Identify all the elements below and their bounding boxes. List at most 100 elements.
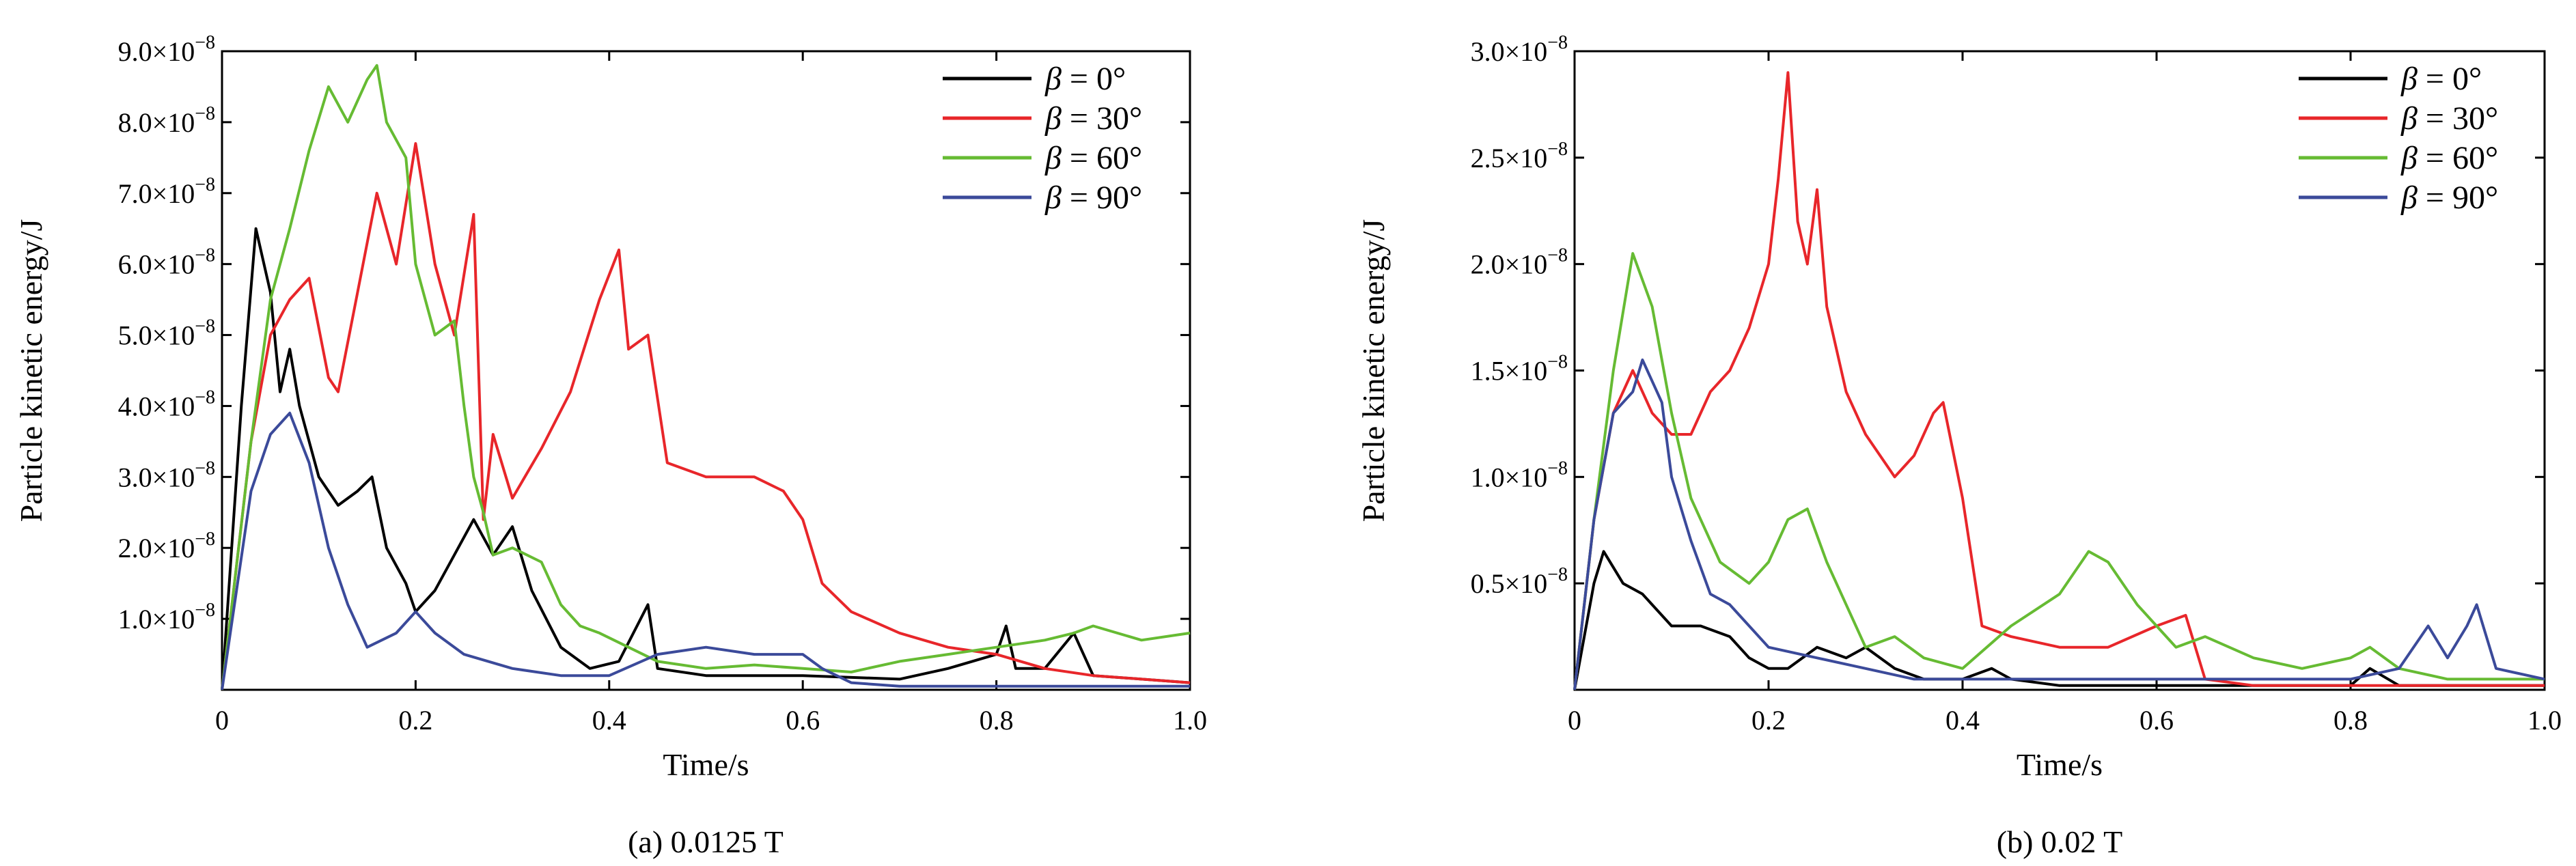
plot-frame <box>221 50 1191 691</box>
y-tick-exponent: −8 <box>195 458 215 479</box>
y-tick-mantissa: 4.0 <box>118 391 152 421</box>
legend-symbol: β <box>1044 140 1062 176</box>
legend-value: = 30° <box>1062 100 1142 137</box>
legend-label: β = 90° <box>1044 180 1142 216</box>
x-tick-label: 0.4 <box>1945 705 1980 736</box>
legend-label: β = 30° <box>1044 100 1142 137</box>
y-tick-exponent: −8 <box>195 103 215 124</box>
y-tick-times-ten: ×10 <box>1505 462 1548 492</box>
y-tick-times-ten: ×10 <box>152 178 195 209</box>
series-line-3 <box>1573 358 2545 690</box>
legend-symbol: β <box>1044 61 1062 97</box>
legend-value: = 90° <box>1062 180 1142 216</box>
x-axis-label: Time/s <box>2017 747 2103 782</box>
legend-label: β = 90° <box>2400 180 2498 216</box>
x-tick-label: 1.0 <box>2527 705 2562 736</box>
chart-a: 0 0.2 0.4 0.6 0.8 1.01.0×10−82.0×10−83.0×10−8… <box>14 32 1207 859</box>
x-tick-label: 0.8 <box>980 705 1014 736</box>
y-axis-label: Particle kinetic energy/J <box>14 219 49 522</box>
x-tick-label: 1.0 <box>1173 705 1207 736</box>
y-tick-label: 4.0×10−8 <box>118 387 215 421</box>
x-tick-label: 0 <box>215 705 229 736</box>
y-tick-label: 6.0×10−8 <box>118 245 215 280</box>
y-tick-times-ten: ×10 <box>1505 143 1548 173</box>
legend: β = 0°β = 30°β = 60°β = 90° <box>2299 61 2498 216</box>
y-tick-label: 3.0×10−8 <box>118 458 215 492</box>
y-tick-mantissa: 2.5 <box>1471 143 1505 173</box>
legend-symbol: β <box>1044 100 1062 137</box>
y-tick-times-ten: ×10 <box>1505 356 1548 387</box>
y-tick-times-ten: ×10 <box>1505 36 1548 67</box>
legend-label: β = 0° <box>2400 61 2482 97</box>
y-tick-label: 3.0×10−8 <box>1471 32 1568 67</box>
y-tick-exponent: −8 <box>1547 458 1568 479</box>
y-tick-exponent: −8 <box>195 316 215 337</box>
y-tick-mantissa: 0.5 <box>1471 568 1505 599</box>
x-tick-label: 0.6 <box>2139 705 2174 736</box>
legend-value: = 60° <box>1062 140 1142 176</box>
y-tick-label: 9.0×10−8 <box>118 32 215 67</box>
chart-caption: (b) 0.02 T <box>1997 824 2122 859</box>
y-tick-exponent: −8 <box>195 245 215 266</box>
y-tick-exponent: −8 <box>1547 564 1568 585</box>
y-tick-exponent: −8 <box>1547 32 1568 53</box>
y-tick-mantissa: 1.5 <box>1471 356 1505 387</box>
y-tick-mantissa: 2.0 <box>118 533 152 563</box>
y-tick-times-ten: ×10 <box>152 249 195 280</box>
y-tick-mantissa: 5.0 <box>118 320 152 351</box>
x-tick-label: 0.8 <box>2333 705 2368 736</box>
x-tick-label: 0.6 <box>786 705 820 736</box>
y-tick-label: 1.0×10−8 <box>118 600 215 634</box>
y-tick-times-ten: ×10 <box>152 36 195 67</box>
legend: β = 0°β = 30°β = 60°β = 90° <box>943 61 1142 216</box>
legend-value: = 90° <box>2418 180 2498 216</box>
legend-label: β = 60° <box>2400 140 2498 176</box>
y-tick-label: 7.0×10−8 <box>118 174 215 209</box>
y-tick-mantissa: 7.0 <box>118 178 152 209</box>
y-tick-label: 2.0×10−8 <box>118 529 215 563</box>
legend-symbol: β <box>2400 180 2418 216</box>
y-tick-exponent: −8 <box>1547 245 1568 266</box>
y-tick-mantissa: 2.0 <box>1471 249 1505 280</box>
series-line-3 <box>221 411 1190 690</box>
y-tick-mantissa: 6.0 <box>118 249 152 280</box>
legend-symbol: β <box>2400 100 2418 137</box>
y-tick-times-ten: ×10 <box>152 462 195 492</box>
y-tick-exponent: −8 <box>195 32 215 53</box>
y-tick-label: 2.5×10−8 <box>1471 139 1568 173</box>
y-tick-exponent: −8 <box>195 529 215 550</box>
series-line-0 <box>221 227 1191 690</box>
x-tick-label: 0 <box>1568 705 1581 736</box>
y-tick-label: 2.0×10−8 <box>1471 245 1568 280</box>
series-line-2 <box>221 64 1191 690</box>
y-tick-label: 5.0×10−8 <box>118 316 215 351</box>
chart-b: 0 0.2 0.4 0.6 0.8 1.00.5×10−81.0×10−81.5×10−8… <box>1356 32 2562 859</box>
y-tick-label: 1.5×10−8 <box>1471 352 1568 387</box>
y-tick-times-ten: ×10 <box>152 391 195 421</box>
legend-value: = 60° <box>2418 140 2498 176</box>
y-tick-times-ten: ×10 <box>152 533 195 563</box>
y-tick-mantissa: 3.0 <box>118 462 152 492</box>
y-tick-times-ten: ×10 <box>152 604 195 634</box>
series-line-2 <box>1573 252 2545 690</box>
y-tick-exponent: −8 <box>1547 139 1568 160</box>
y-tick-times-ten: ×10 <box>152 320 195 351</box>
y-axis-label: Particle kinetic energy/J <box>1356 219 1391 522</box>
y-tick-exponent: −8 <box>195 387 215 408</box>
legend-label: β = 30° <box>2400 100 2498 137</box>
y-tick-label: 8.0×10−8 <box>118 103 215 138</box>
series-line-1 <box>1573 71 2545 690</box>
legend-value: = 0° <box>2418 61 2482 97</box>
y-tick-times-ten: ×10 <box>152 107 195 138</box>
x-tick-label: 0.2 <box>1751 705 1786 736</box>
x-tick-label: 0.4 <box>592 705 626 736</box>
y-tick-label: 1.0×10−8 <box>1471 458 1568 492</box>
y-tick-mantissa: 8.0 <box>118 107 152 138</box>
legend-value: = 0° <box>1062 61 1126 97</box>
x-axis-label: Time/s <box>663 747 749 782</box>
y-tick-exponent: −8 <box>1547 352 1568 373</box>
y-tick-mantissa: 3.0 <box>1471 36 1505 67</box>
y-tick-times-ten: ×10 <box>1505 568 1548 599</box>
y-tick-exponent: −8 <box>195 600 215 621</box>
